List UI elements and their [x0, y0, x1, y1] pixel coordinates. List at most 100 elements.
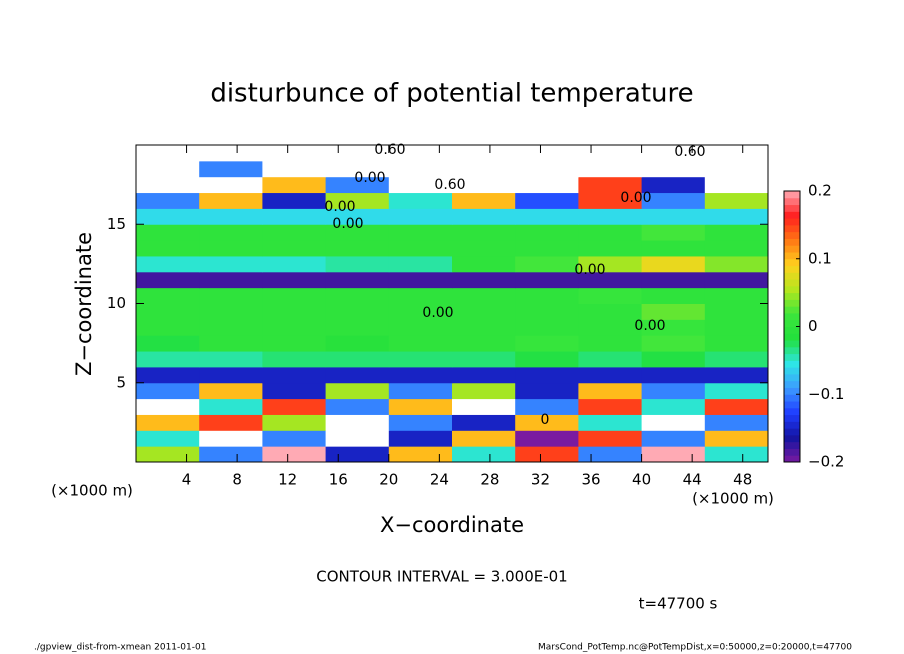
- heat-cell: [704, 414, 769, 431]
- heat-cell: [388, 430, 453, 447]
- heat-cell: [136, 430, 200, 447]
- heat-cell: [199, 271, 263, 289]
- heat-cell: [578, 224, 643, 241]
- heat-cell: [388, 176, 453, 194]
- heat-cell: [199, 351, 263, 368]
- heat-cell: [641, 192, 706, 209]
- colorbar-swatch: [784, 279, 800, 287]
- heat-cell: [262, 145, 327, 162]
- heat-cell: [199, 382, 263, 400]
- heat-cell: [641, 224, 706, 241]
- colorbar-swatch: [784, 285, 800, 294]
- footer-right: MarsCond_PotTemp.nc@PotTempDist,x=0:5000…: [538, 643, 852, 653]
- heat-cell: [325, 351, 390, 368]
- heat-cell: [452, 255, 516, 273]
- heat-cell: [641, 176, 706, 194]
- heat-cell: [641, 287, 706, 304]
- heat-cell: [199, 430, 263, 447]
- heat-cell: [388, 446, 453, 463]
- colorbar-swatch: [784, 346, 800, 355]
- colorbar-swatch: [784, 272, 800, 280]
- colorbar-swatch: [784, 367, 800, 375]
- chart-title: disturbunce of potential temperature: [210, 79, 693, 109]
- heat-cell: [641, 319, 706, 336]
- heat-cell: [199, 335, 263, 352]
- heat-cell: [325, 240, 390, 257]
- contour-label: 0.00: [324, 199, 355, 215]
- heat-cell: [641, 366, 706, 384]
- colorbar-swatch: [784, 306, 800, 314]
- heat-cell: [325, 176, 390, 194]
- heat-cell: [262, 382, 327, 400]
- heat-cell: [199, 319, 263, 336]
- heat-cell: [388, 224, 453, 241]
- heat-cell: [452, 160, 516, 178]
- heat-cell: [199, 287, 263, 304]
- heat-cell: [515, 303, 579, 320]
- heat-cell: [452, 351, 516, 368]
- contour-label: 0: [541, 412, 550, 428]
- heat-cell: [136, 192, 200, 209]
- colorbar-swatch: [784, 251, 800, 260]
- y-unit: (×1000 m): [51, 482, 133, 500]
- heat-cell: [452, 335, 516, 352]
- colorbar-swatch: [784, 265, 800, 273]
- colorbar-swatch: [784, 434, 800, 443]
- heat-cell: [704, 303, 769, 320]
- colorbar-swatch: [784, 401, 800, 409]
- heat-cell: [262, 224, 327, 241]
- heat-cell: [199, 398, 263, 415]
- colorbar-swatch: [784, 360, 800, 368]
- heat-cell: [136, 240, 200, 257]
- heat-cell: [136, 303, 200, 320]
- colorbar-tick-label: −0.2: [808, 453, 844, 471]
- heat-cell: [452, 303, 516, 320]
- heat-cell: [515, 398, 579, 415]
- heat-cell: [578, 398, 643, 415]
- heat-cell: [325, 287, 390, 304]
- contour-label: 0.00: [354, 170, 385, 186]
- contour-label: 0.60: [674, 144, 705, 160]
- heat-cell: [452, 271, 516, 289]
- heat-cell: [325, 335, 390, 352]
- footer-left: ./gpview_dist-from-xmean 2011-01-01: [34, 643, 206, 653]
- heat-cell: [704, 319, 769, 336]
- heat-cell: [704, 208, 769, 225]
- heat-cell: [578, 319, 643, 336]
- colorbar-swatch: [784, 319, 800, 327]
- heat-cell: [388, 319, 453, 336]
- heat-cell: [262, 176, 327, 194]
- heat-cell: [641, 382, 706, 400]
- heat-cell: [325, 366, 390, 384]
- colorbar-swatch: [784, 326, 800, 334]
- heat-cell: [452, 382, 516, 400]
- heat-cell: [136, 145, 200, 162]
- heat-cell: [199, 192, 263, 209]
- contour-label: 0.00: [620, 190, 651, 206]
- heat-cell: [262, 414, 327, 431]
- colorbar-swatch: [784, 204, 800, 212]
- colorbar-swatch: [784, 245, 800, 253]
- heat-cell: [136, 398, 200, 415]
- heat-cell: [452, 287, 516, 304]
- x-unit: (×1000 m): [692, 490, 774, 508]
- x-tick-label: 32: [531, 471, 550, 489]
- colorbar-swatch: [784, 428, 800, 436]
- heat-cell: [388, 145, 453, 162]
- colorbar-tick-label: 0.2: [808, 182, 832, 200]
- colorbar-swatch: [784, 231, 800, 239]
- heat-cell: [578, 366, 643, 384]
- heat-cell: [325, 446, 390, 463]
- heat-cell: [704, 398, 769, 415]
- heat-cell: [199, 303, 263, 320]
- heat-cell: [515, 240, 579, 257]
- colorbar-tick-label: 0.1: [808, 249, 832, 267]
- colorbar-swatch: [784, 238, 800, 246]
- heat-cell: [388, 287, 453, 304]
- heat-cell: [388, 366, 453, 384]
- heat-cell: [262, 255, 327, 273]
- heat-cell: [199, 240, 263, 257]
- colorbar-swatch: [784, 353, 800, 361]
- heat-cell: [578, 414, 643, 431]
